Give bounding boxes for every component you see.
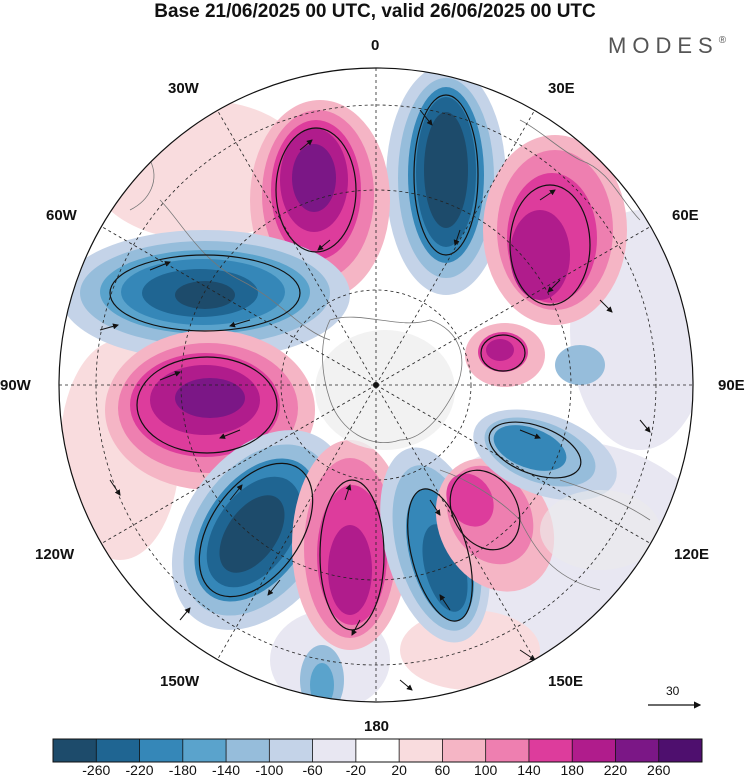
colorbar-swatch: [485, 739, 530, 762]
colorbar-swatch: [269, 739, 314, 762]
lon-label-90e: 90E: [718, 377, 745, 394]
lon-label-0: 0: [371, 37, 380, 54]
colorbar-swatch: [53, 739, 97, 762]
colorbar-tick-label: 100: [473, 762, 498, 778]
height-contours: [109, 94, 591, 631]
colorbar: [52, 738, 703, 763]
colorbar-tick-label: 260: [647, 762, 671, 778]
lon-label-120e: 120E: [674, 546, 710, 563]
colorbar-swatch: [139, 739, 184, 762]
negative-anomaly-60w: [60, 230, 350, 360]
wind-vectors: [99, 109, 651, 691]
negative-anomaly-105e: [473, 409, 617, 501]
coastlines: [129, 119, 651, 591]
colorbar-tick-label: -140: [212, 762, 241, 778]
lon-label-60e: 60E: [672, 207, 699, 224]
lon-label-90w: 90W: [0, 377, 31, 394]
colorbar-swatch: [312, 739, 357, 762]
colorbar-border: [52, 738, 703, 763]
colorbar-tick-label: 180: [560, 762, 584, 778]
map-boundary: [58, 67, 694, 703]
brand-logo: MODES®: [608, 33, 726, 59]
colorbar-swatch: [442, 739, 487, 762]
colorbar-swatch: [615, 739, 660, 762]
lon-label-30e: 30E: [548, 80, 575, 97]
colorbar-tick-label: -260: [82, 762, 111, 778]
colorbar-swatch: [658, 739, 703, 762]
wind-scale-label: 30: [666, 684, 680, 698]
colorbar-swatch: [399, 739, 443, 762]
positive-anomaly-80e: [465, 323, 545, 387]
colorbar-swatch: [528, 739, 573, 762]
colorbar-tick-label: 20: [391, 762, 407, 778]
colorbar-tick-label: -180: [168, 762, 197, 778]
brand-registered-mark: ®: [718, 34, 727, 46]
lon-label-60w: 60W: [46, 207, 77, 224]
colorbar-swatch: [96, 739, 141, 762]
colorbar-tick-label: -60: [302, 762, 323, 778]
colorbar-tick-label: -220: [125, 762, 154, 778]
lon-label-180: 180: [364, 718, 390, 735]
colorbar-tick-label: 60: [434, 762, 451, 778]
graticule: [59, 68, 693, 702]
map-title: Base 21/06/2025 00 UTC, valid 26/06/2025…: [154, 1, 596, 22]
colorbar-tick-label: 220: [603, 762, 628, 778]
colorbar-swatch: [355, 739, 400, 762]
colorbar-swatch: [226, 739, 270, 762]
colorbar-tick-label: 140: [517, 762, 541, 778]
lon-label-150w: 150W: [160, 673, 200, 690]
north-pole-marker: [373, 382, 379, 388]
colorbar-swatch: [572, 739, 616, 762]
positive-anomaly-45e: [483, 135, 627, 325]
lon-label-150e: 150E: [548, 673, 584, 690]
brand-name: MODES: [608, 33, 719, 58]
colorbar-tick-labels: -260 -220 -180 -140 -100 -60 -20 20 60 100 140 180 2…: [0, 762, 750, 782]
anomaly-field: [59, 68, 693, 702]
colorbar-tick-label: -100: [255, 762, 284, 778]
colorbar-tick-label: -20: [345, 762, 366, 778]
lon-label-120w: 120W: [35, 546, 75, 563]
lon-label-30w: 30W: [168, 80, 199, 97]
colorbar-swatch: [182, 739, 227, 762]
